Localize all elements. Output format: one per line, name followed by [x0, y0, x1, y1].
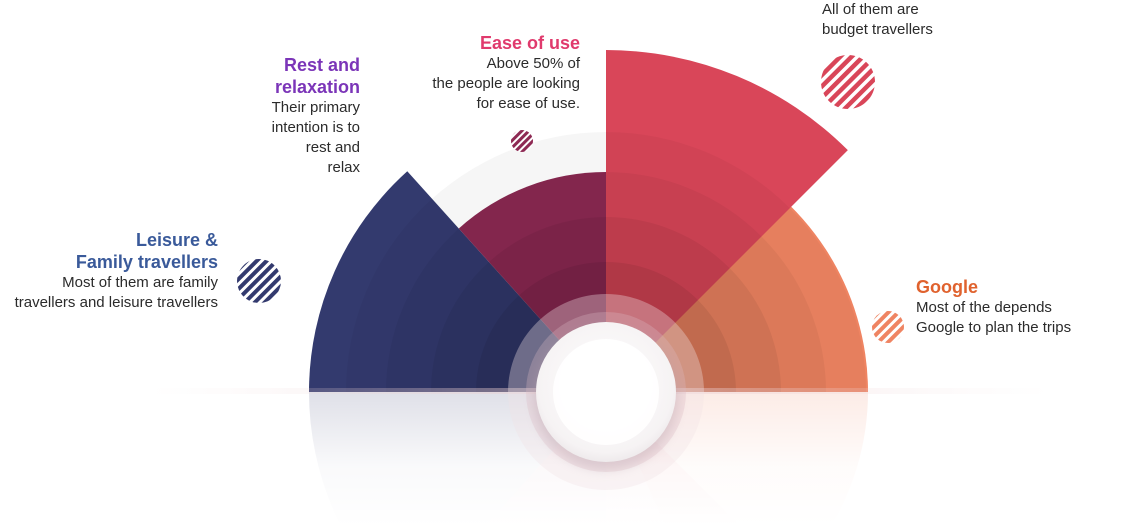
- hatched-circle-icon: [511, 130, 533, 152]
- hatched-circle-icon: [821, 55, 875, 109]
- title-google: Google: [916, 277, 978, 297]
- title-leisure: Leisure & Family travellers: [75, 230, 218, 272]
- hatched-circle-icon: [872, 311, 904, 343]
- depth-ring: [386, 172, 826, 392]
- center-hub: [508, 294, 704, 490]
- label-leisure: Leisure & Family travellers Most of them…: [0, 229, 218, 313]
- title-ease: Ease of use: [479, 33, 580, 53]
- desc-leisure: Most of them are family travellers and l…: [14, 274, 218, 311]
- depth-ring: [431, 217, 781, 392]
- label-google: Google Most of the depends Google to pla…: [916, 276, 1116, 338]
- wedge-google: [606, 152, 868, 392]
- label-ease: Ease of use Above 50% of the people are …: [360, 32, 580, 114]
- hatched-circle-icon: [237, 259, 281, 303]
- label-budget: All of them are budget travellers: [822, 0, 1022, 40]
- desc-ease: Above 50% of the people are looking for …: [432, 55, 580, 112]
- label-rest: Rest and relaxation Their primary intent…: [160, 54, 360, 178]
- desc-rest: Their primary intention is to rest and r…: [271, 99, 360, 176]
- desc-budget: All of them are budget travellers: [822, 1, 933, 38]
- wedge-leisure: [309, 171, 606, 392]
- desc-google: Most of the depends Google to plan the t…: [916, 299, 1072, 336]
- title-rest: Rest and relaxation: [274, 55, 360, 97]
- wedge-ease: [606, 50, 848, 392]
